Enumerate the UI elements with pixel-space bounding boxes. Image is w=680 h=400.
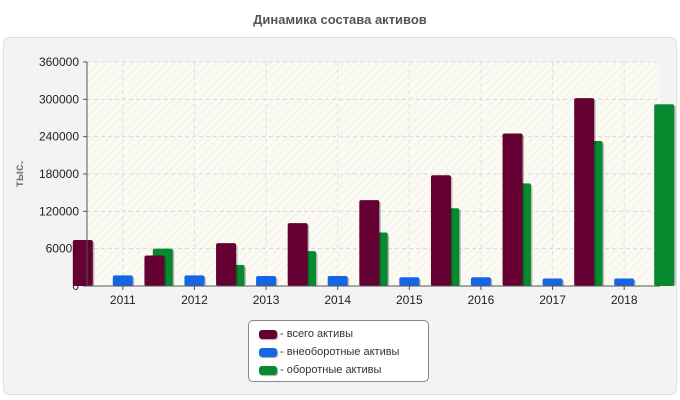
legend-swatch-total	[259, 329, 277, 339]
x-tick-label: 2014	[324, 293, 351, 307]
y-tick-label: 180000	[39, 167, 79, 181]
bar-2018-series-1	[614, 278, 635, 286]
bar-2015-series-1	[399, 277, 420, 286]
y-tick-label: 240000	[39, 130, 79, 144]
bar-2018-series-0	[574, 98, 595, 286]
bar-2013-series-0	[216, 243, 237, 286]
bar-2016-series-1	[470, 277, 491, 286]
legend-label-noncurrent: - внеоборотные активы	[280, 346, 400, 358]
x-axis-ticks: 2011 2012 2013 2014 2015 2016 2017 2018	[110, 286, 638, 307]
bar-2015-series-0	[359, 200, 380, 286]
x-tick-label: 2011	[110, 293, 136, 307]
x-tick-label: 2015	[396, 293, 423, 307]
x-tick-label: 2013	[253, 293, 280, 307]
bar-2016-series-0	[430, 175, 451, 286]
bar-2017-series-0	[502, 133, 523, 286]
legend-item-total: - всего активы	[259, 325, 428, 343]
legend-item-noncurrent: - внеоборотные активы	[259, 343, 428, 361]
x-tick-label: 2017	[539, 293, 566, 307]
bar-2017-series-1	[542, 278, 563, 286]
y-axis-label: тыс.	[12, 161, 26, 187]
y-tick-label: 300000	[39, 92, 79, 106]
grid-lines	[87, 61, 660, 286]
bar-2018-series-2	[654, 104, 675, 286]
bars	[72, 98, 676, 286]
y-tick-label: 60000	[46, 242, 80, 256]
x-tick-label: 2012	[181, 293, 208, 307]
legend-swatch-noncurrent	[259, 347, 277, 357]
bar-2013-series-1	[256, 276, 277, 286]
legend-label-total: - всего активы	[280, 328, 353, 340]
y-tick-label: 120000	[39, 204, 79, 218]
legend-item-current: - оборотные активы	[259, 361, 428, 379]
bar-2012-series-0	[144, 255, 165, 286]
bar-2014-series-0	[287, 223, 308, 286]
bar-2014-series-1	[327, 276, 348, 286]
x-tick-label: 2018	[611, 293, 638, 307]
legend: - всего активы - внеоборотные активы - о…	[248, 320, 429, 382]
bar-2011-series-1	[112, 275, 133, 286]
legend-swatch-current	[259, 365, 277, 375]
bar-2012-series-1	[184, 275, 205, 286]
y-tick-label: 360000	[39, 55, 79, 69]
chart-title: Динамика состава активов	[253, 12, 427, 27]
bar-2011-series-0	[72, 239, 93, 286]
x-tick-label: 2016	[468, 293, 495, 307]
legend-label-current: - оборотные активы	[280, 364, 382, 376]
